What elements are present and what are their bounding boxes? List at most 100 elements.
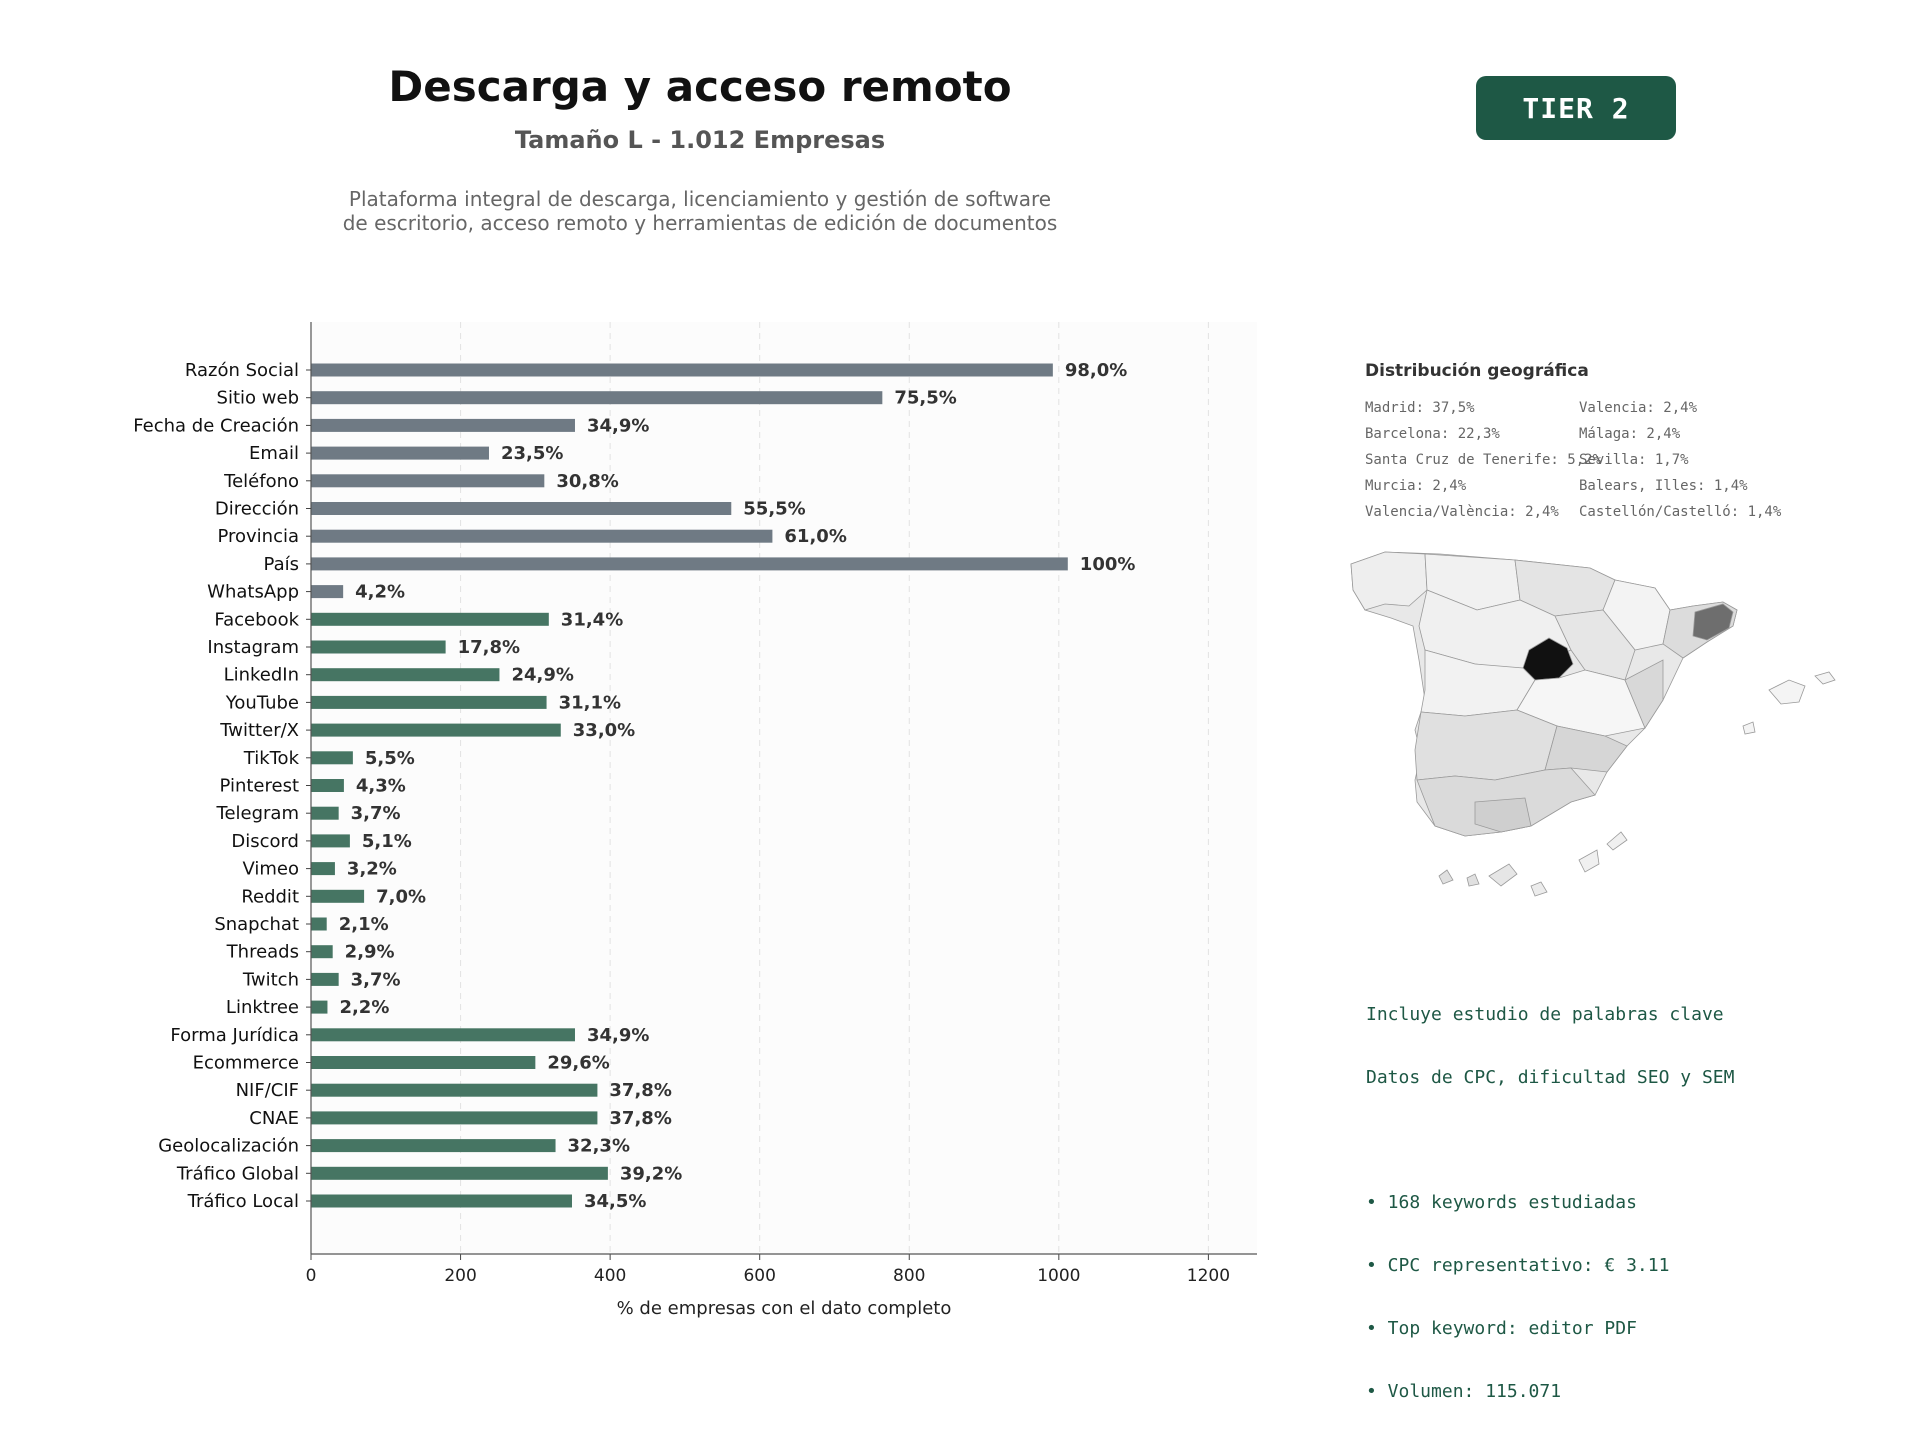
- category-label: Twitch: [242, 969, 299, 990]
- geo-entry: Balears, Illes: 1,4%: [1579, 478, 1748, 494]
- value-label: 3,2%: [347, 859, 397, 880]
- category-label: LinkedIn: [224, 665, 299, 686]
- geo-entry: Valencia/València: 2,4%: [1365, 504, 1559, 520]
- x-tick-label: 0: [306, 1266, 317, 1286]
- geo-entry: Santa Cruz de Tenerife: 5,2%: [1365, 452, 1602, 468]
- geo-entry: Murcia: 2,4%: [1365, 478, 1467, 494]
- map-region-canarias: [1530, 881, 1548, 897]
- category-label: Twitter/X: [219, 720, 299, 741]
- page-subtitle: Tamaño L - 1.012 Empresas: [514, 126, 886, 154]
- bar: [311, 668, 500, 682]
- value-label: 75,5%: [894, 388, 956, 409]
- keyword-bullet: • Volumen: 115.071: [1366, 1381, 1562, 1402]
- value-label: 29,6%: [547, 1053, 609, 1074]
- keywords-spacer: [1366, 1130, 1734, 1150]
- category-label: TikTok: [243, 748, 300, 769]
- category-label: Snapchat: [214, 914, 299, 935]
- bar: [311, 695, 547, 709]
- bar: [311, 474, 545, 488]
- value-label: 4,2%: [355, 582, 405, 603]
- keyword-bullet: • 168 keywords estudiadas: [1366, 1192, 1637, 1213]
- page-description: Plataforma integral de descarga, licenci…: [0, 187, 1400, 235]
- map-region-baleares: [1768, 679, 1806, 705]
- value-label: 23,5%: [501, 443, 563, 464]
- value-label: 3,7%: [351, 969, 401, 990]
- category-label: Sitio web: [217, 388, 299, 409]
- category-label: Telegram: [216, 803, 299, 824]
- map-region: [1414, 709, 1558, 781]
- x-tick-label: 1000: [1037, 1266, 1080, 1286]
- bar: [311, 1028, 575, 1042]
- geo-title: Distribución geográfica: [1365, 361, 1589, 381]
- category-label: Ecommerce: [193, 1053, 299, 1074]
- category-label: Instagram: [207, 637, 299, 658]
- value-label: 31,4%: [561, 609, 623, 630]
- bar: [311, 972, 339, 986]
- tier-badge: TIER 2: [1476, 76, 1676, 140]
- bar: [311, 945, 333, 959]
- category-label: CNAE: [249, 1108, 299, 1129]
- spain-choropleth-map: [1350, 551, 1836, 897]
- geo-entry: Sevilla: 1,7%: [1579, 452, 1689, 468]
- value-label: 100%: [1080, 554, 1136, 575]
- bar: [311, 612, 549, 626]
- keywords-line-1: Incluye estudio de palabras clave: [1366, 1004, 1724, 1025]
- value-label: 17,8%: [458, 637, 520, 658]
- category-label: Tráfico Global: [176, 1163, 299, 1184]
- keywords-panel: Incluye estudio de palabras clave Datos …: [1366, 962, 1734, 1423]
- bar: [311, 1056, 536, 1069]
- category-label: YouTube: [225, 692, 299, 713]
- bar: [311, 502, 732, 515]
- category-label: Teléfono: [223, 471, 299, 492]
- value-label: 37,8%: [609, 1108, 671, 1129]
- category-label: Fecha de Creación: [133, 415, 299, 436]
- x-tick-label: 400: [594, 1266, 626, 1286]
- value-label: 34,9%: [587, 1025, 649, 1046]
- category-label: Facebook: [214, 609, 299, 630]
- value-label: 33,0%: [573, 720, 635, 741]
- bar: [311, 446, 489, 460]
- value-label: 37,8%: [609, 1080, 671, 1101]
- bar: [311, 363, 1053, 377]
- x-tick-label: 600: [743, 1266, 775, 1286]
- value-label: 31,1%: [559, 692, 621, 713]
- category-label: Reddit: [241, 886, 299, 907]
- keyword-bullet: • Top keyword: editor PDF: [1366, 1318, 1637, 1339]
- geo-entry: Valencia: 2,4%: [1579, 400, 1698, 416]
- value-label: 34,5%: [584, 1191, 646, 1212]
- geo-entry: Barcelona: 22,3%: [1365, 426, 1500, 442]
- value-label: 55,5%: [743, 499, 805, 520]
- category-label: Email: [249, 443, 299, 464]
- bar: [311, 917, 327, 931]
- geo-entry: Castellón/Castelló: 1,4%: [1579, 504, 1782, 520]
- value-label: 98,0%: [1065, 360, 1127, 381]
- bar: [311, 1139, 556, 1153]
- category-label: Razón Social: [185, 360, 299, 381]
- bar: [311, 391, 883, 405]
- category-label: Vimeo: [242, 859, 299, 880]
- category-label: WhatsApp: [207, 582, 299, 603]
- map-region-baleares: [1742, 721, 1756, 735]
- bar: [311, 779, 344, 792]
- map-region-tenerife: [1488, 863, 1518, 887]
- value-label: 2,1%: [339, 914, 389, 935]
- value-label: 24,9%: [511, 665, 573, 686]
- category-label: Tráfico Local: [187, 1191, 299, 1212]
- bar: [311, 889, 365, 903]
- x-axis-label: % de empresas con el dato completo: [617, 1298, 952, 1319]
- keywords-line-2: Datos de CPC, dificultad SEO y SEM: [1366, 1067, 1735, 1088]
- bar: [311, 1000, 328, 1014]
- map-region-canarias: [1466, 873, 1480, 887]
- value-label: 4,3%: [356, 776, 406, 797]
- bar: [311, 751, 353, 765]
- value-label: 7,0%: [376, 886, 426, 907]
- bar: [311, 1083, 598, 1097]
- map-region-canarias: [1578, 849, 1600, 873]
- value-label: 2,2%: [339, 997, 389, 1018]
- value-label: 32,3%: [568, 1136, 630, 1157]
- bar: [311, 585, 344, 599]
- value-label: 3,7%: [351, 803, 401, 824]
- page-title: Descarga y acceso remoto: [388, 62, 1012, 111]
- map-region-malaga: [1474, 797, 1532, 833]
- geo-entry: Madrid: 37,5%: [1365, 400, 1475, 416]
